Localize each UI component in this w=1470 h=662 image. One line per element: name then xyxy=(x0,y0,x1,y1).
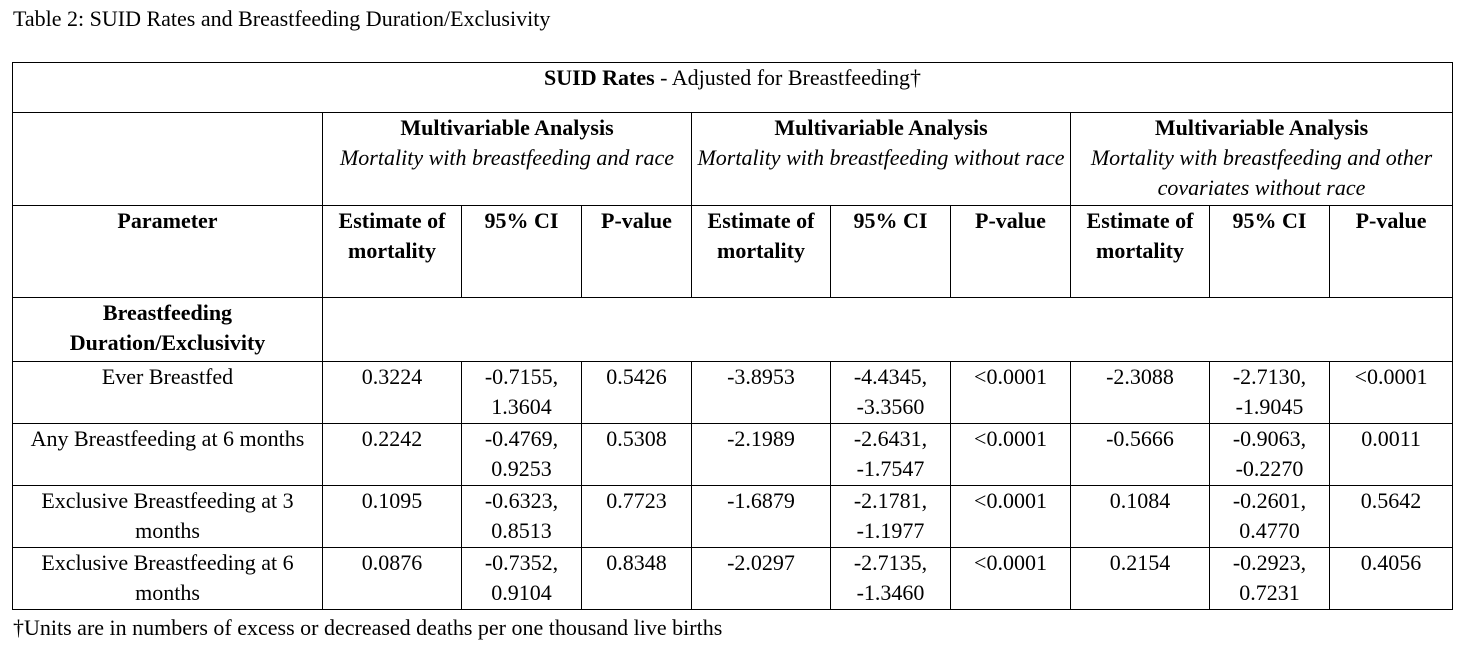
section-empty xyxy=(321,297,1454,362)
estimate-cell: -2.1989 xyxy=(691,422,831,486)
pvalue-cell: <0.0001 xyxy=(950,546,1071,611)
ci-cell: -2.7135, -1.3460 xyxy=(830,546,951,611)
pvalue-cell: 0.4056 xyxy=(1328,546,1454,611)
group-header-3: Multivariable Analysis Mortality with br… xyxy=(1069,112,1454,207)
table-row: Exclusive Breastfeeding at 3 months 0.109… xyxy=(12,484,1454,548)
ci-cell: -0.2923, 0.7231 xyxy=(1209,546,1330,611)
row-label: Ever Breastfed xyxy=(12,360,323,424)
pvalue-cell: 0.8348 xyxy=(581,546,692,611)
pvalue-cell: <0.0001 xyxy=(950,422,1071,486)
ci-cell: -0.2601, 0.4770 xyxy=(1209,484,1330,548)
ci-cell: -2.6431, -1.7547 xyxy=(830,422,951,486)
estimate-cell: -2.0297 xyxy=(691,546,831,611)
data-rows: Ever Breastfed 0.3224 -0.7155, 1.3604 0.542… xyxy=(12,360,1454,611)
table-title-rest: - Adjusted for Breastfeeding† xyxy=(654,65,922,90)
column-header-ci: 95% CI xyxy=(461,205,582,299)
estimate-cell: -3.8953 xyxy=(691,360,831,424)
ci-cell: -0.6323, 0.8513 xyxy=(461,484,582,548)
ci-cell: -0.9063, -0.2270 xyxy=(1209,422,1330,486)
table-title-bold: SUID Rates xyxy=(544,65,655,90)
ci-cell: -2.7130, -1.9045 xyxy=(1209,360,1330,424)
table-title: SUID Rates - Adjusted for Breastfeeding† xyxy=(11,61,1454,114)
pvalue-cell: <0.0001 xyxy=(950,484,1071,548)
column-header-parameter: Parameter xyxy=(12,205,323,299)
estimate-cell: 0.0876 xyxy=(322,546,462,611)
group-heading: Multivariable Analysis xyxy=(400,115,614,141)
estimate-cell: 0.2242 xyxy=(322,422,462,486)
ci-cell: -0.7352, 0.9104 xyxy=(461,546,582,611)
ci-cell: -4.4345, -3.3560 xyxy=(830,360,951,424)
group-header-1: Multivariable Analysis Mortality with br… xyxy=(322,112,692,207)
estimate-cell: 0.1084 xyxy=(1070,484,1210,548)
ci-cell: -0.4769, 0.9253 xyxy=(461,422,582,486)
section-label: Breastfeeding Duration/Exclusivity xyxy=(12,297,323,362)
row-label: Exclusive Breastfeeding at 3 months xyxy=(12,484,323,548)
estimate-cell: 0.2154 xyxy=(1070,546,1210,611)
column-header-pvalue: P-value xyxy=(950,205,1071,299)
pvalue-cell: <0.0001 xyxy=(950,360,1071,424)
pvalue-cell: 0.5308 xyxy=(581,422,692,486)
estimate-cell: -2.3088 xyxy=(1070,360,1210,424)
group-subheading: Mortality with breastfeeding and other c… xyxy=(1090,145,1433,201)
table-row: Any Breastfeeding at 6 months 0.2242 -0.47… xyxy=(12,422,1454,486)
column-header-estimate: Estimate of mortality xyxy=(691,205,831,299)
pvalue-cell: 0.7723 xyxy=(581,484,692,548)
group-heading: Multivariable Analysis xyxy=(1154,115,1369,141)
section-row: Breastfeeding Duration/Exclusivity xyxy=(12,297,1454,362)
suid-rates-table: SUID Rates - Adjusted for Breastfeeding†… xyxy=(11,61,1454,611)
column-header-pvalue: P-value xyxy=(581,205,692,299)
ci-cell: -0.7155, 1.3604 xyxy=(461,360,582,424)
group-heading: Multivariable Analysis xyxy=(774,115,988,141)
row-label: Any Breastfeeding at 6 months xyxy=(12,422,323,486)
column-header-ci: 95% CI xyxy=(1209,205,1330,299)
table-caption: Table 2: SUID Rates and Breastfeeding Du… xyxy=(13,6,551,31)
column-header-pvalue: P-value xyxy=(1328,205,1454,299)
column-header-estimate: Estimate of mortality xyxy=(1070,205,1210,299)
row-label: Exclusive Breastfeeding at 6 months xyxy=(12,546,323,611)
table-row: Exclusive Breastfeeding at 6 months 0.087… xyxy=(12,546,1454,611)
estimate-cell: 0.3224 xyxy=(322,360,462,424)
estimate-cell: 0.1095 xyxy=(322,484,462,548)
column-header-row: Parameter Estimate of mortality 95% CI P… xyxy=(12,205,1454,299)
estimate-cell: -1.6879 xyxy=(691,484,831,548)
column-header-estimate: Estimate of mortality xyxy=(322,205,462,299)
pvalue-cell: <0.0001 xyxy=(1328,360,1454,424)
pvalue-cell: 0.5642 xyxy=(1328,484,1454,548)
pvalue-cell: 0.0011 xyxy=(1328,422,1454,486)
group-header-empty xyxy=(12,112,323,207)
estimate-cell: -0.5666 xyxy=(1070,422,1210,486)
column-header-ci: 95% CI xyxy=(830,205,951,299)
ci-cell: -2.1781, -1.1977 xyxy=(830,484,951,548)
group-subheading: Mortality with breastfeeding and race xyxy=(339,145,675,171)
pvalue-cell: 0.5426 xyxy=(581,360,692,424)
group-subheading: Mortality with breastfeeding without rac… xyxy=(697,145,1065,171)
table-row: Ever Breastfed 0.3224 -0.7155, 1.3604 0.542… xyxy=(12,360,1454,424)
group-header-row: Multivariable Analysis Mortality with br… xyxy=(12,112,1454,207)
table-footnote: †Units are in numbers of excess or decre… xyxy=(13,615,723,640)
table-title-row: SUID Rates - Adjusted for Breastfeeding† xyxy=(11,61,1454,114)
group-header-2: Multivariable Analysis Mortality with br… xyxy=(691,112,1071,207)
